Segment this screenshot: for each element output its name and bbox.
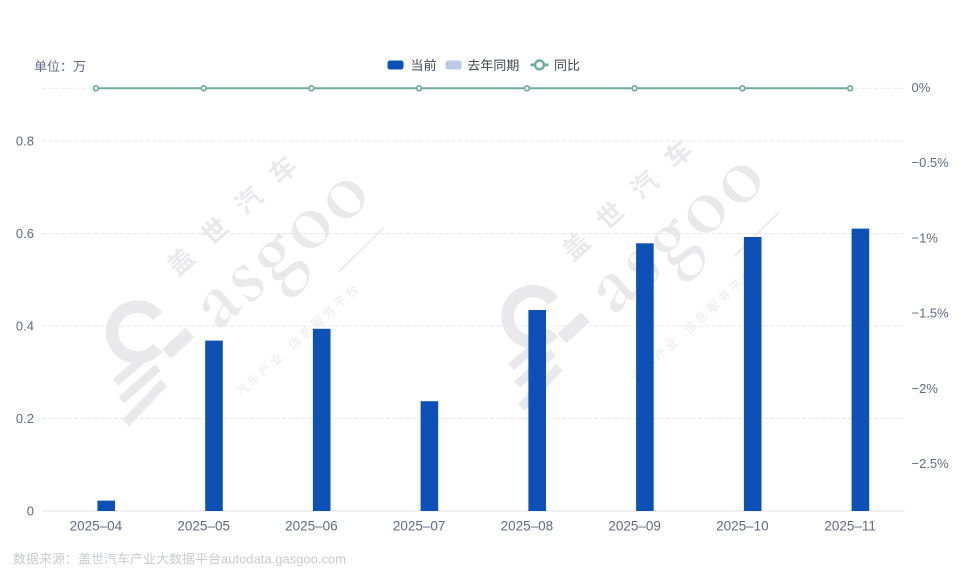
svg-text:−2%: −2% xyxy=(912,381,939,396)
svg-text:0: 0 xyxy=(27,504,34,519)
svg-text:−1.5%: −1.5% xyxy=(912,306,950,321)
svg-text:0%: 0% xyxy=(912,80,931,95)
svg-text:2025–07: 2025–07 xyxy=(393,519,446,534)
svg-text:2025–05: 2025–05 xyxy=(177,519,230,534)
svg-text:−0.5%: −0.5% xyxy=(912,155,950,170)
svg-text:2025–04: 2025–04 xyxy=(70,519,123,534)
svg-text:−1%: −1% xyxy=(912,230,939,245)
svg-text:0.6: 0.6 xyxy=(16,226,34,241)
svg-text:0.8: 0.8 xyxy=(16,134,34,149)
svg-text:0.4: 0.4 xyxy=(16,319,34,334)
svg-text:2025–11: 2025–11 xyxy=(824,519,876,534)
svg-text:2025–06: 2025–06 xyxy=(285,519,338,534)
svg-text:−2.5%: −2.5% xyxy=(912,456,950,471)
svg-text:2025–10: 2025–10 xyxy=(716,519,769,534)
svg-text:2025–08: 2025–08 xyxy=(501,519,554,534)
svg-text:0.2: 0.2 xyxy=(16,411,34,426)
svg-text:autodata.gasgoo.com: autodata.gasgoo.com xyxy=(221,552,346,567)
svg-text:2025–09: 2025–09 xyxy=(608,519,661,534)
